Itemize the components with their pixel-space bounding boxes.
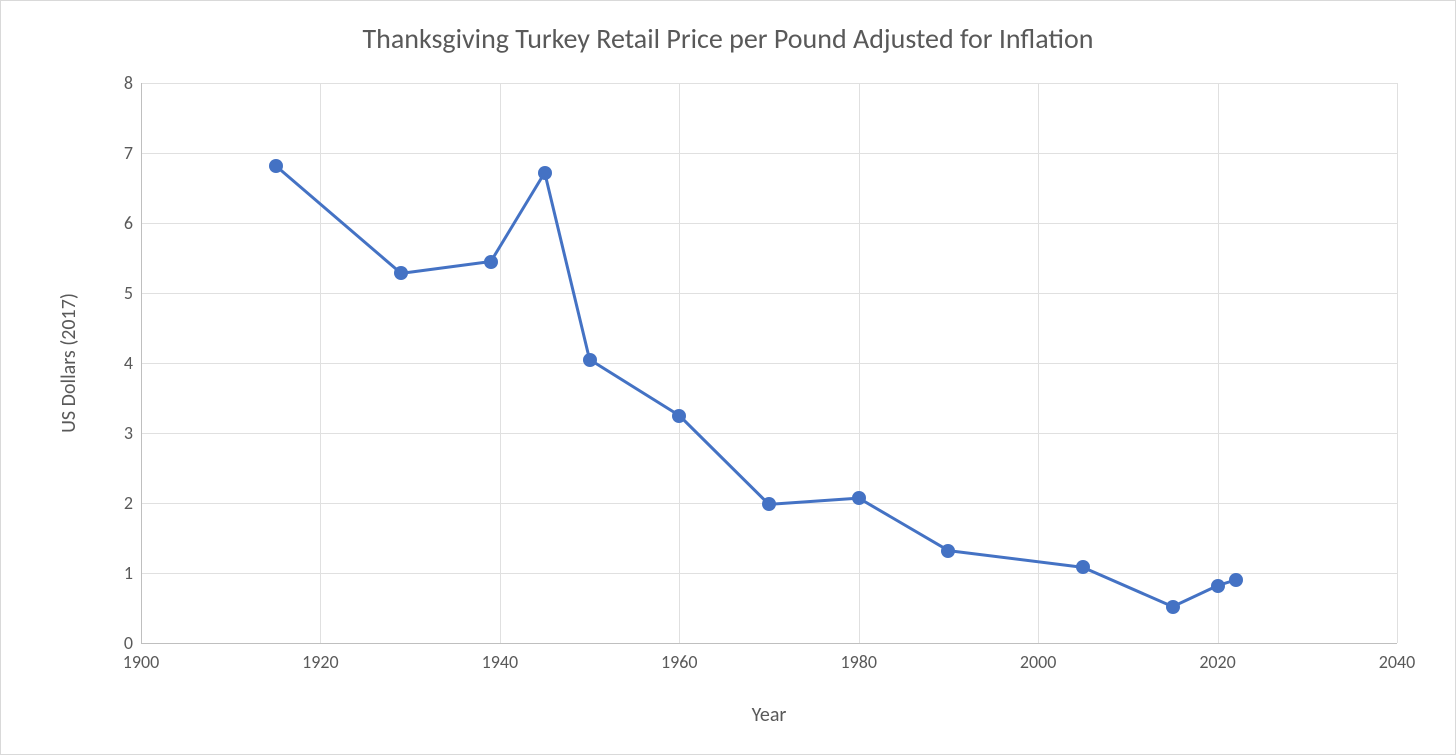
x-tick-label: 2020	[1199, 643, 1236, 673]
data-point-marker	[538, 166, 552, 180]
data-point-marker	[852, 491, 866, 505]
y-tick-label: 1	[124, 562, 141, 584]
data-point-marker	[583, 353, 597, 367]
x-tick-label: 1960	[661, 643, 698, 673]
y-tick-label: 6	[124, 212, 141, 234]
gridline-vertical	[1397, 83, 1398, 643]
x-tick-label: 1900	[123, 643, 160, 673]
y-tick-label: 2	[124, 492, 141, 514]
data-point-marker	[1166, 600, 1180, 614]
x-axis-title: Year	[752, 703, 787, 727]
x-tick-label: 2000	[1020, 643, 1057, 673]
data-point-marker	[1211, 579, 1225, 593]
x-tick-label: 1980	[840, 643, 877, 673]
x-tick-label: 2040	[1379, 643, 1416, 673]
y-tick-label: 4	[124, 352, 141, 374]
chart-container: Thanksgiving Turkey Retail Price per Pou…	[0, 0, 1456, 755]
data-point-marker	[941, 544, 955, 558]
y-tick-label: 7	[124, 142, 141, 164]
x-tick-label: 1920	[302, 643, 339, 673]
x-axis-line	[141, 643, 1397, 644]
chart-title: Thanksgiving Turkey Retail Price per Pou…	[1, 21, 1455, 56]
line-series	[141, 83, 1397, 643]
y-tick-label: 3	[124, 422, 141, 444]
x-tick-label: 1940	[482, 643, 519, 673]
data-point-marker	[269, 159, 283, 173]
data-point-marker	[1076, 560, 1090, 574]
data-point-marker	[1229, 573, 1243, 587]
plot-area: 0123456781900192019401960198020002020204…	[141, 83, 1397, 643]
y-tick-label: 8	[124, 72, 141, 94]
data-point-marker	[394, 266, 408, 280]
data-point-marker	[762, 497, 776, 511]
data-point-marker	[672, 409, 686, 423]
data-point-marker	[484, 255, 498, 269]
y-axis-title: US Dollars (2017)	[57, 293, 81, 433]
y-tick-label: 5	[124, 282, 141, 304]
